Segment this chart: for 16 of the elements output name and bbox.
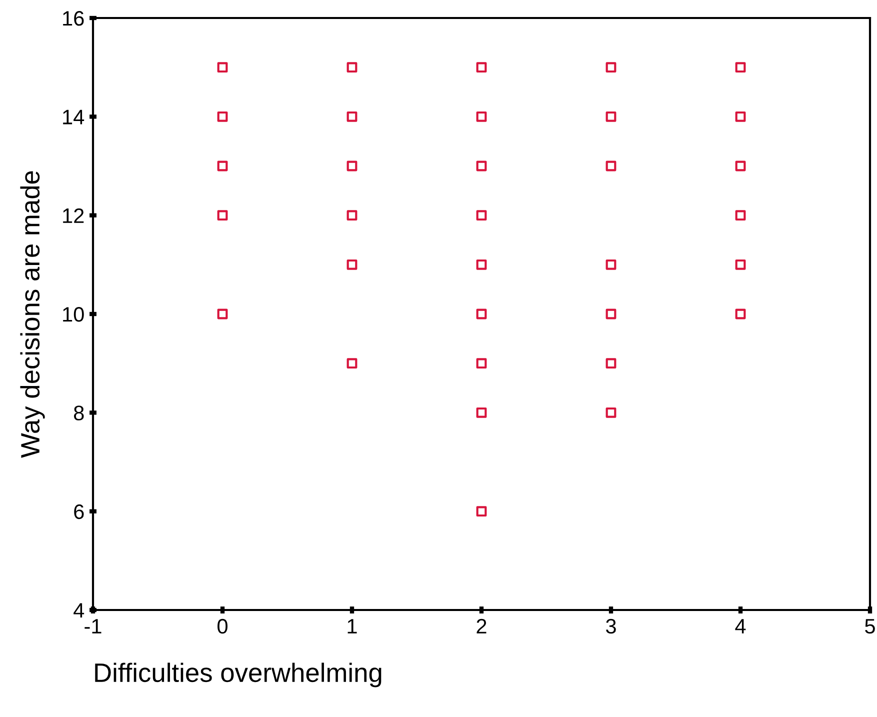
- x-tick-label: -1: [84, 619, 102, 634]
- y-tick-label: 8: [74, 406, 84, 420]
- y-tick-label: 4: [74, 603, 84, 618]
- x-tick-label: 0: [218, 618, 228, 634]
- x-tick-label: 1: [348, 619, 357, 634]
- y-axis-title: Way decisions are made: [20, 171, 45, 458]
- x-tick-label: 5: [865, 619, 875, 634]
- y-tick-label: 12: [63, 208, 84, 223]
- y-tick-label: 6: [74, 504, 84, 520]
- x-axis-title: Difficulties overwhelming: [95, 662, 382, 688]
- x-tick-label: 4: [735, 619, 746, 634]
- y-tick-label: 14: [63, 110, 84, 124]
- x-tick-label: 3: [606, 618, 616, 634]
- x-tick-label: 2: [476, 618, 486, 634]
- y-tick-label: 16: [63, 11, 84, 26]
- y-tick-label: 10: [63, 307, 84, 322]
